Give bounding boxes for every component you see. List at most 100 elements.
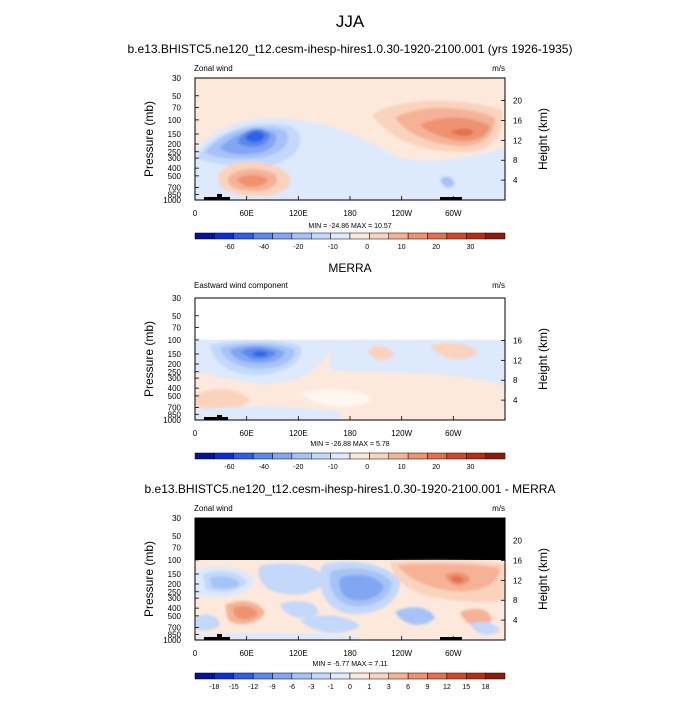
height-tick-label: 4 [513, 176, 518, 185]
pressure-tick-label: 500 [168, 612, 182, 621]
pressure-tick-label: 400 [168, 604, 182, 613]
colorbar-swatch [388, 452, 409, 460]
pressure-tick-label: 30 [172, 514, 181, 523]
colorbar-label: 0 [365, 244, 369, 251]
longitude-tick-label: 120E [289, 209, 308, 218]
panel-2-minmax: MIN = -26.88 MAX = 5.78 [310, 441, 389, 448]
panel-2-units-label: m/s [492, 281, 505, 290]
height-tick-label: 12 [513, 136, 522, 145]
pressure-tick-label: 100 [168, 556, 182, 565]
height-tick-label: 8 [513, 156, 518, 165]
pressure-tick-label: 300 [168, 154, 182, 163]
panel-3-title: b.e13.BHISTC5.ne120_t12.cesm-ihesp-hires… [145, 482, 556, 496]
panel-1-contour-field [195, 78, 505, 200]
pressure-tick-label: 30 [172, 294, 181, 303]
colorbar-swatch [388, 232, 409, 240]
colorbar-swatch [466, 232, 486, 240]
y-axis-label: Pressure (mb) [142, 101, 156, 177]
colorbar-label: -60 [224, 244, 234, 251]
longitude-tick-label: 120E [289, 649, 308, 658]
pressure-tick-label: 200 [168, 140, 182, 149]
colorbar-label: 30 [467, 244, 475, 251]
colorbar-swatch [233, 672, 254, 680]
pressure-tick-label: 250 [168, 148, 182, 157]
colorbar-swatch [369, 452, 389, 460]
colorbar-swatch [446, 232, 467, 240]
colorbar-label: -40 [259, 464, 269, 471]
colorbar-swatch [427, 232, 448, 240]
colorbar-swatch [485, 452, 506, 460]
colorbar-label: -12 [248, 684, 258, 691]
colorbar-swatch [407, 672, 428, 680]
pressure-tick-label: 100 [168, 116, 182, 125]
pressure-tick-label: 50 [172, 312, 181, 321]
colorbar-1: -60 -40 -20 -10 0 10 20 30 [194, 232, 506, 251]
pressure-tick-label: 300 [168, 594, 182, 603]
colorbar-swatch [446, 452, 467, 460]
colorbar-swatch [349, 452, 370, 460]
height-tick-label: 12 [513, 576, 522, 585]
colorbar-3: -18 -15 -12 -9 -6 -3 -1 0 1 3 6 9 12 15 18 [194, 672, 506, 691]
height-tick-label: 4 [513, 396, 518, 405]
colorbar-swatch [407, 232, 428, 240]
colorbar-label: 1 [367, 684, 371, 691]
height-tick-label: 20 [513, 537, 522, 546]
longitude-tick-label: 120W [391, 429, 412, 438]
colorbar-swatch [291, 232, 312, 240]
colorbar-swatch [330, 452, 351, 460]
pressure-tick-label: 100 [168, 336, 182, 345]
panel-2-variable-label: Eastward wind component [194, 281, 289, 290]
pressure-tick-label: 500 [168, 392, 182, 401]
pressure-tick-label: 150 [168, 350, 182, 359]
pressure-tick-label: 850 [168, 630, 182, 639]
colorbar-swatch [388, 672, 409, 680]
longitude-tick-label: 60W [445, 429, 462, 438]
colorbar-swatch [311, 232, 331, 240]
height-tick-label: 8 [513, 376, 518, 385]
colorbar-swatch [233, 232, 254, 240]
colorbar-label: 30 [467, 464, 475, 471]
pressure-tick-label: 50 [172, 92, 181, 101]
pressure-tick-label: 500 [168, 172, 182, 181]
colorbar-swatch [252, 452, 273, 460]
pressure-tick-label: 250 [168, 588, 182, 597]
height-tick-label: 12 [513, 356, 522, 365]
colorbar-label: -60 [224, 464, 234, 471]
colorbar-swatch [330, 232, 351, 240]
colorbar-label: 15 [462, 684, 470, 691]
colorbar-label: 0 [348, 684, 352, 691]
height-tick-label: 4 [513, 616, 518, 625]
pressure-tick-label: 700 [168, 624, 182, 633]
pressure-tick-label: 400 [168, 384, 182, 393]
panel-3-contour-field [195, 518, 505, 640]
pressure-tick-label: 70 [172, 103, 181, 112]
pressure-tick-label: 200 [168, 360, 182, 369]
height-tick-label: 16 [513, 556, 522, 565]
longitude-tick-label: 0 [193, 429, 198, 438]
colorbar-swatch [407, 452, 428, 460]
longitude-tick-label: 60W [445, 209, 462, 218]
colorbar-swatch [272, 452, 293, 460]
longitude-tick-label: 120E [289, 429, 308, 438]
colorbar-swatch [214, 452, 234, 460]
panel-1-minmax: MIN = -24.86 MAX = 10.57 [308, 223, 391, 230]
colorbar-swatch [427, 452, 448, 460]
colorbar-label: 20 [432, 464, 440, 471]
colorbar-swatch [330, 672, 351, 680]
y2-axis-label: Height (km) [536, 108, 550, 170]
colorbar-swatch [214, 232, 234, 240]
longitude-tick-label: 0 [193, 209, 198, 218]
panel-1-title: b.e13.BHISTC5.ne120_t12.cesm-ihesp-hires… [128, 42, 573, 56]
colorbar-swatch [349, 672, 370, 680]
panel-2: MERRA Eastward wind component m/s [142, 261, 550, 471]
colorbar-label: 9 [426, 684, 430, 691]
pressure-tick-label: 700 [168, 184, 182, 193]
pressure-tick-label: 300 [168, 374, 182, 383]
pressure-tick-label: 150 [168, 130, 182, 139]
panel-3-variable-label: Zonal wind [194, 504, 233, 513]
colorbar-swatch [311, 672, 331, 680]
